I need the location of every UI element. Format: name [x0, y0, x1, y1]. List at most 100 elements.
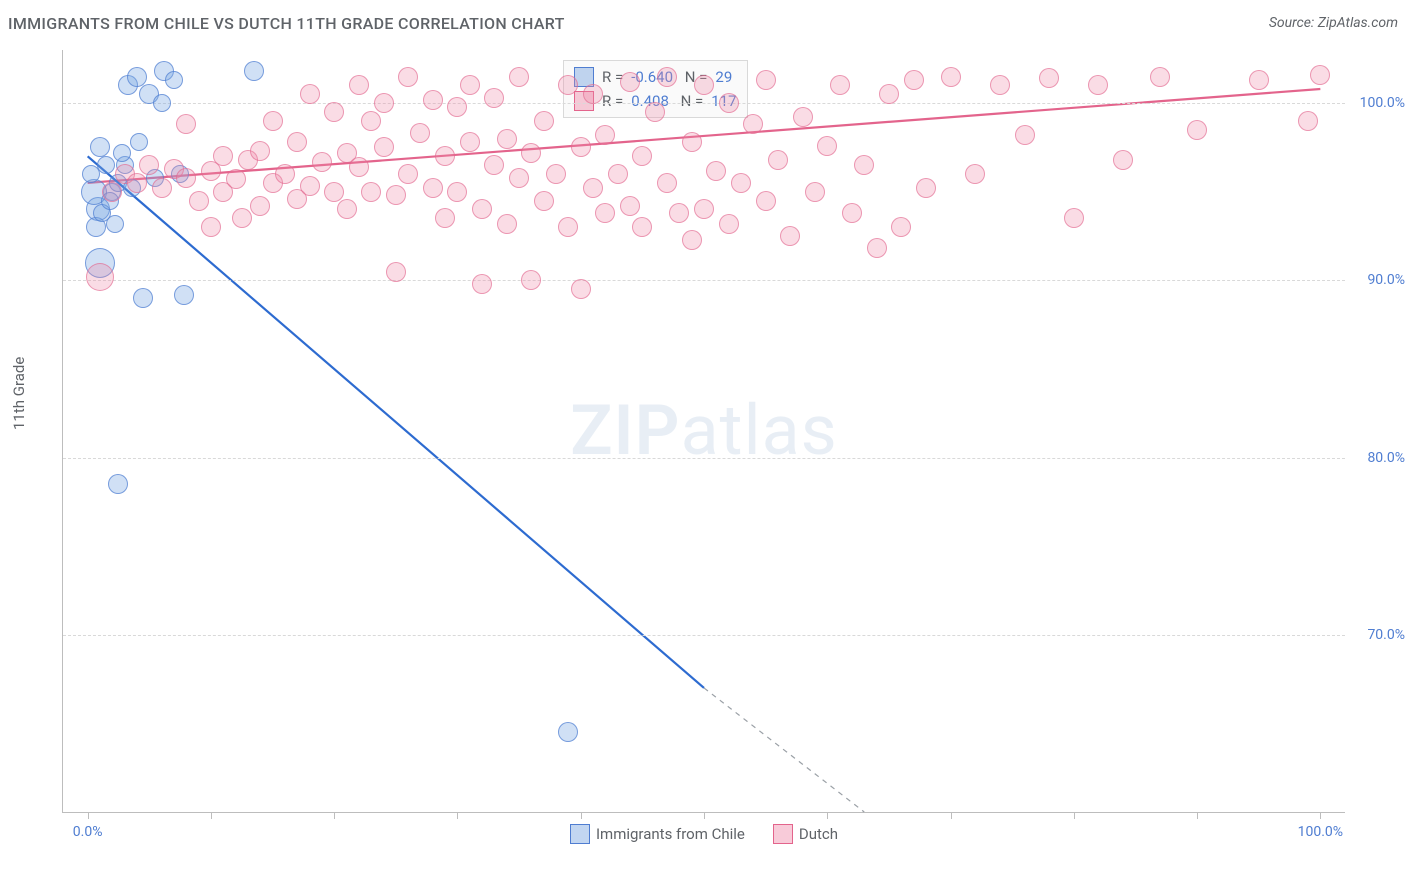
data-point-dutch	[447, 182, 467, 202]
legend: Immigrants from Chile Dutch	[63, 824, 1345, 844]
data-point-dutch	[226, 169, 246, 189]
x-tick	[1074, 812, 1075, 819]
data-point-dutch	[694, 75, 714, 95]
data-point-dutch	[904, 70, 924, 90]
x-tick	[211, 812, 212, 819]
source-label: Source: ZipAtlas.com	[1269, 15, 1398, 31]
data-point-dutch	[213, 146, 233, 166]
data-point-dutch	[941, 67, 961, 87]
data-point-dutch	[879, 84, 899, 104]
y-tick-label: 90.0%	[1351, 272, 1405, 288]
data-point-dutch	[398, 67, 418, 87]
data-point-dutch	[645, 102, 665, 122]
data-point-dutch	[423, 90, 443, 110]
data-point-dutch	[423, 178, 443, 198]
data-point-chile	[82, 165, 100, 183]
data-point-chile	[133, 288, 153, 308]
data-point-dutch	[805, 182, 825, 202]
data-point-dutch	[300, 84, 320, 104]
data-point-dutch	[189, 191, 209, 211]
data-point-chile	[113, 144, 131, 162]
data-point-dutch	[386, 185, 406, 205]
x-tick	[581, 812, 582, 819]
x-tick-label: 0.0%	[73, 824, 103, 840]
data-point-dutch	[731, 173, 751, 193]
data-point-dutch	[558, 217, 578, 237]
data-point-dutch	[1113, 150, 1133, 170]
y-tick-label: 80.0%	[1351, 450, 1405, 466]
y-tick-label: 100.0%	[1351, 95, 1405, 111]
data-point-dutch	[374, 137, 394, 157]
data-point-dutch	[842, 203, 862, 223]
data-point-dutch	[854, 155, 874, 175]
data-point-dutch	[1039, 68, 1059, 88]
data-point-dutch	[793, 107, 813, 127]
data-point-dutch	[867, 238, 887, 258]
data-point-dutch	[509, 67, 529, 87]
data-point-chile	[174, 285, 194, 305]
data-point-dutch	[349, 75, 369, 95]
data-point-dutch	[374, 93, 394, 113]
data-point-dutch	[176, 114, 196, 134]
data-point-dutch	[768, 150, 788, 170]
data-point-dutch	[521, 270, 541, 290]
data-point-dutch	[965, 164, 985, 184]
data-point-dutch	[472, 199, 492, 219]
x-tick	[827, 812, 828, 819]
data-point-dutch	[780, 226, 800, 246]
data-point-dutch	[657, 67, 677, 87]
data-point-dutch	[583, 84, 603, 104]
data-point-dutch	[484, 155, 504, 175]
data-point-dutch	[743, 114, 763, 134]
data-point-chile	[558, 722, 578, 742]
x-tick-label: 100.0%	[1298, 824, 1343, 840]
chart-title: IMMIGRANTS FROM CHILE VS DUTCH 11TH GRAD…	[8, 14, 565, 33]
swatch-pink-icon	[773, 824, 793, 844]
data-point-dutch	[719, 214, 739, 234]
data-point-dutch	[571, 137, 591, 157]
data-point-dutch	[694, 199, 714, 219]
data-point-dutch	[361, 111, 381, 131]
data-point-dutch	[817, 136, 837, 156]
x-tick	[334, 812, 335, 819]
gridline	[63, 458, 1345, 459]
legend-item-chile: Immigrants from Chile	[570, 824, 745, 844]
data-point-dutch	[312, 152, 332, 172]
data-point-dutch	[521, 143, 541, 163]
legend-item-dutch: Dutch	[773, 824, 838, 844]
gridline	[63, 280, 1345, 281]
data-point-dutch	[287, 132, 307, 152]
swatch-blue-icon	[570, 824, 590, 844]
data-point-dutch	[386, 262, 406, 282]
data-point-dutch	[706, 161, 726, 181]
data-point-dutch	[460, 75, 480, 95]
data-point-dutch	[756, 70, 776, 90]
data-point-dutch	[1015, 125, 1035, 145]
data-point-dutch	[571, 279, 591, 299]
data-point-chile	[108, 474, 128, 494]
data-point-dutch	[682, 230, 702, 250]
data-point-dutch	[620, 72, 640, 92]
data-point-dutch	[1298, 111, 1318, 131]
y-tick-label: 70.0%	[1351, 627, 1405, 643]
data-point-dutch	[1249, 70, 1269, 90]
data-point-dutch	[102, 182, 122, 202]
data-point-chile	[90, 137, 110, 157]
y-axis-label: 11th Grade	[10, 357, 28, 430]
data-point-dutch	[1310, 65, 1330, 85]
data-point-chile	[106, 215, 124, 233]
data-point-dutch	[484, 88, 504, 108]
data-point-dutch	[546, 164, 566, 184]
data-point-dutch	[152, 178, 172, 198]
data-point-dutch	[595, 203, 615, 223]
data-point-dutch	[558, 75, 578, 95]
data-point-dutch	[1150, 67, 1170, 87]
data-point-dutch	[620, 196, 640, 216]
data-point-dutch	[534, 191, 554, 211]
data-point-dutch	[398, 164, 418, 184]
data-point-dutch	[361, 182, 381, 202]
gridline	[63, 635, 1345, 636]
data-point-dutch	[447, 97, 467, 117]
data-point-chile	[130, 133, 148, 151]
gridline	[63, 103, 1345, 104]
